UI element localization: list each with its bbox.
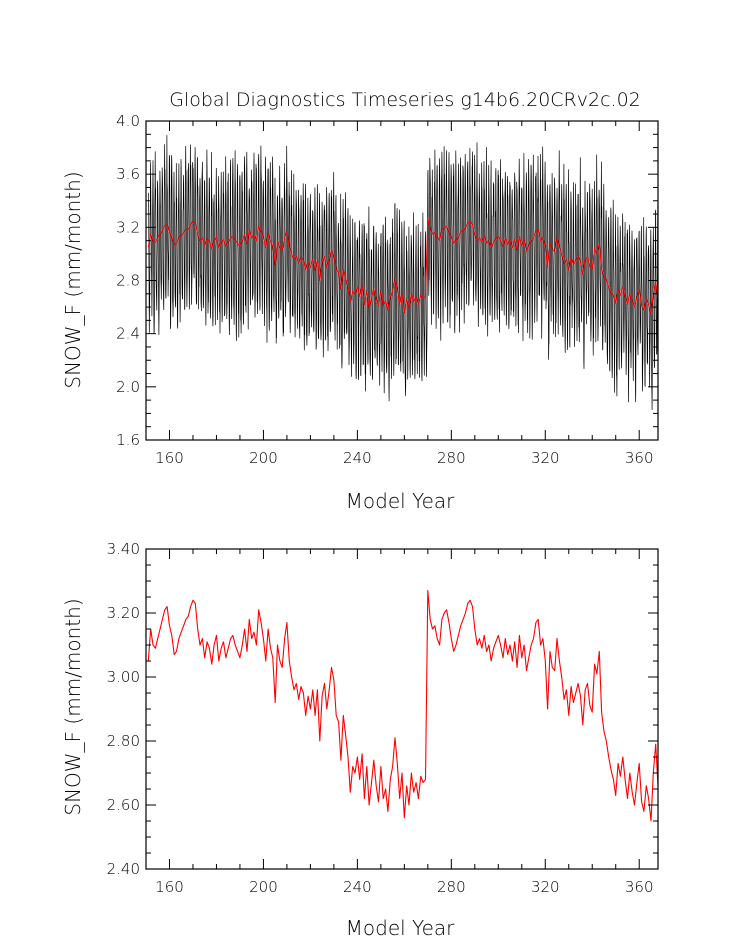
y-tick-label: 3.40	[107, 540, 140, 558]
x-tick-label: 200	[249, 449, 278, 467]
y-tick-label: 2.60	[107, 796, 140, 814]
x-tick-label: 200	[249, 878, 278, 896]
x-axis-label: Model Year	[346, 916, 456, 940]
series-line-monthly	[147, 134, 658, 410]
x-tick-label: 280	[437, 878, 466, 896]
y-tick-label: 2.40	[107, 860, 140, 878]
x-tick-label: 280	[437, 449, 466, 467]
x-tick-label: 320	[531, 449, 560, 467]
chart-title: Global Diagnostics Timeseries g14b6.20CR…	[169, 89, 641, 111]
y-tick-label: 3.6	[116, 165, 140, 183]
y-tick-label: 2.4	[116, 325, 140, 343]
chart-timeseries-annual: 160 200 240 280 320 360 2.40 2.60 2.80 3.00 3.20 3.…	[61, 540, 659, 940]
y-tick-label: 2.80	[107, 732, 140, 750]
x-tick-label: 320	[531, 878, 560, 896]
series-line-annual-mean	[147, 590, 658, 822]
x-tick-label: 160	[155, 878, 184, 896]
y-tick-label: 4.0	[116, 112, 140, 130]
y-axis-label: SNOW_F (mm/month)	[61, 171, 85, 388]
y-tick-label: 3.2	[116, 218, 140, 236]
y-tick-label: 2.0	[116, 378, 140, 396]
x-tick-label: 160	[155, 449, 184, 467]
y-axis-label: SNOW_F (mm/month)	[61, 598, 85, 815]
x-tick-label: 240	[343, 449, 372, 467]
x-tick-label: 240	[343, 878, 372, 896]
y-tick-label: 1.6	[116, 431, 140, 449]
x-tick-label: 360	[625, 878, 654, 896]
y-tick-label: 2.8	[116, 272, 140, 290]
series-line-annual-mean	[147, 217, 658, 315]
x-axis-label: Model Year	[346, 489, 456, 513]
chart-timeseries-monthly: Global Diagnostics Timeseries g14b6.20CR…	[61, 89, 659, 513]
y-tick-label: 3.20	[107, 604, 140, 622]
y-tick-label: 3.00	[107, 668, 140, 686]
x-tick-label: 360	[625, 449, 654, 467]
